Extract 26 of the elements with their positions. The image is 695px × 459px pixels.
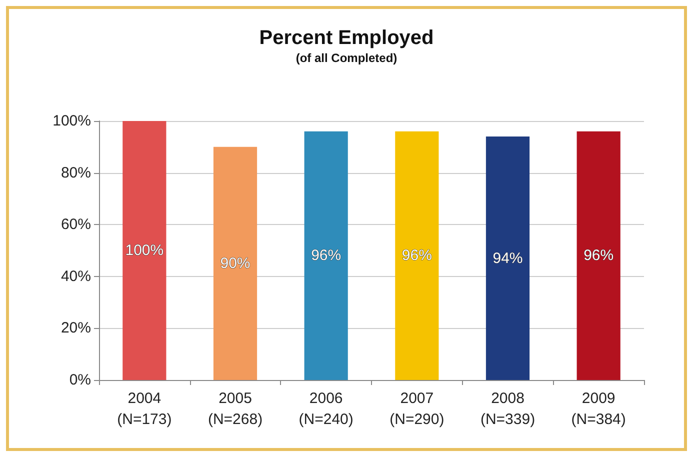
y-tick-label: 80% [60, 164, 91, 182]
data-label: 100% [125, 242, 164, 259]
x-tick-label: 2009 (N=384) [571, 390, 626, 428]
y-tick-label: 0% [69, 372, 91, 388]
x-tick-label: 2005 (N=268) [208, 390, 263, 428]
y-tick-label: 100% [52, 112, 91, 130]
bar [486, 136, 530, 380]
bar [395, 131, 439, 380]
y-tick-label: 20% [60, 320, 91, 337]
data-label: 90% [220, 254, 250, 272]
x-tick-label: 2004 (N=173) [117, 390, 172, 428]
data-label: 96% [311, 247, 342, 264]
bar [213, 146, 258, 380]
bar [122, 121, 166, 380]
chart-subtitle: (of all Completed) [296, 51, 398, 65]
y-tick-label: 60% [60, 216, 91, 234]
chart-title: Percent Employed [259, 27, 434, 49]
data-label: 96% [402, 247, 432, 264]
data-label: 94% [492, 250, 523, 267]
bar [576, 131, 620, 380]
x-tick-label: 2006 (N=240) [298, 390, 354, 428]
data-label: 96% [584, 247, 614, 264]
x-tick-label: 2007 (N=290) [390, 390, 444, 428]
y-tick-label: 40% [60, 268, 91, 285]
x-tick-label: 2008 (N=339) [480, 390, 536, 428]
bar [304, 131, 348, 380]
